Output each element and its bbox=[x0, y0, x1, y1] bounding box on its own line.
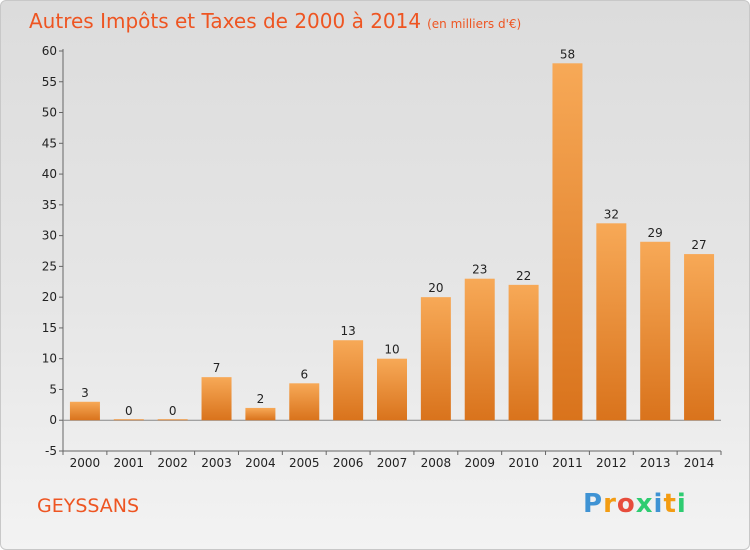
chart-subtitle: (en milliers d'€) bbox=[427, 17, 522, 31]
x-tick-label: 2009 bbox=[464, 456, 495, 470]
value-label: 3 bbox=[81, 386, 89, 400]
value-label: 29 bbox=[648, 226, 663, 240]
bar bbox=[508, 284, 539, 421]
value-label: 27 bbox=[691, 238, 706, 252]
x-tick-label: 2003 bbox=[201, 456, 232, 470]
x-tick-label: 2008 bbox=[421, 456, 452, 470]
y-tick-label: 40 bbox=[42, 167, 57, 181]
logo-letter: x bbox=[635, 489, 654, 519]
bar bbox=[69, 401, 100, 421]
value-label: 13 bbox=[340, 324, 355, 338]
bar bbox=[289, 383, 320, 421]
value-label: 32 bbox=[604, 207, 619, 221]
x-tick-label: 2013 bbox=[640, 456, 671, 470]
x-tick-label: 2007 bbox=[377, 456, 408, 470]
bar bbox=[113, 419, 144, 421]
logo-letter: r bbox=[603, 489, 617, 519]
bar bbox=[552, 63, 583, 421]
bar bbox=[464, 278, 495, 421]
x-tick-label: 2006 bbox=[333, 456, 364, 470]
y-tick-label: 20 bbox=[42, 290, 57, 304]
y-tick-label: 45 bbox=[42, 136, 57, 150]
value-label: 20 bbox=[428, 281, 443, 295]
bar bbox=[420, 297, 451, 421]
x-tick-label: 2001 bbox=[114, 456, 145, 470]
y-tick-label: 50 bbox=[42, 106, 57, 120]
bar bbox=[640, 241, 671, 421]
x-tick-label: 2000 bbox=[70, 456, 101, 470]
value-label: 23 bbox=[472, 263, 487, 277]
value-label: 0 bbox=[169, 404, 177, 418]
y-tick-label: -5 bbox=[45, 444, 57, 458]
y-tick-label: 15 bbox=[42, 321, 57, 335]
bar bbox=[245, 407, 276, 421]
y-tick-label: 5 bbox=[49, 382, 57, 396]
bar bbox=[201, 377, 232, 421]
y-tick-label: 35 bbox=[42, 198, 57, 212]
x-tick-label: 2012 bbox=[596, 456, 627, 470]
value-label: 22 bbox=[516, 269, 531, 283]
bar bbox=[596, 223, 627, 421]
x-tick-label: 2010 bbox=[508, 456, 539, 470]
logo-letter: i bbox=[653, 489, 664, 519]
x-tick-label: 2014 bbox=[684, 456, 715, 470]
chart-title: Autres Impôts et Taxes de 2000 à 2014 (en… bbox=[29, 9, 522, 33]
value-label: 0 bbox=[125, 404, 133, 418]
y-tick-label: 30 bbox=[42, 229, 57, 243]
bar bbox=[684, 254, 715, 421]
value-label: 2 bbox=[257, 392, 265, 406]
y-tick-label: 0 bbox=[49, 413, 57, 427]
x-tick-label: 2004 bbox=[245, 456, 276, 470]
y-tick-label: 25 bbox=[42, 259, 57, 273]
y-tick-label: 60 bbox=[42, 44, 57, 58]
x-tick-label: 2002 bbox=[157, 456, 188, 470]
bar bbox=[333, 340, 364, 421]
logo-letter: i bbox=[676, 489, 687, 519]
y-tick-label: 10 bbox=[42, 352, 57, 366]
y-tick-label: 55 bbox=[42, 75, 57, 89]
proxiti-logo: Proxiti bbox=[583, 489, 687, 519]
bar bbox=[377, 358, 407, 421]
logo-letter: P bbox=[583, 489, 604, 519]
bar bbox=[157, 419, 188, 421]
logo-letter: o bbox=[616, 489, 636, 519]
commune-name: GEYSSANS bbox=[37, 495, 140, 517]
value-label: 6 bbox=[300, 367, 308, 381]
x-tick-label: 2011 bbox=[552, 456, 583, 470]
x-tick-label: 2005 bbox=[289, 456, 320, 470]
value-label: 58 bbox=[560, 47, 575, 61]
value-label: 10 bbox=[384, 343, 399, 357]
logo-letter: t bbox=[663, 489, 677, 519]
value-label: 7 bbox=[213, 361, 221, 375]
